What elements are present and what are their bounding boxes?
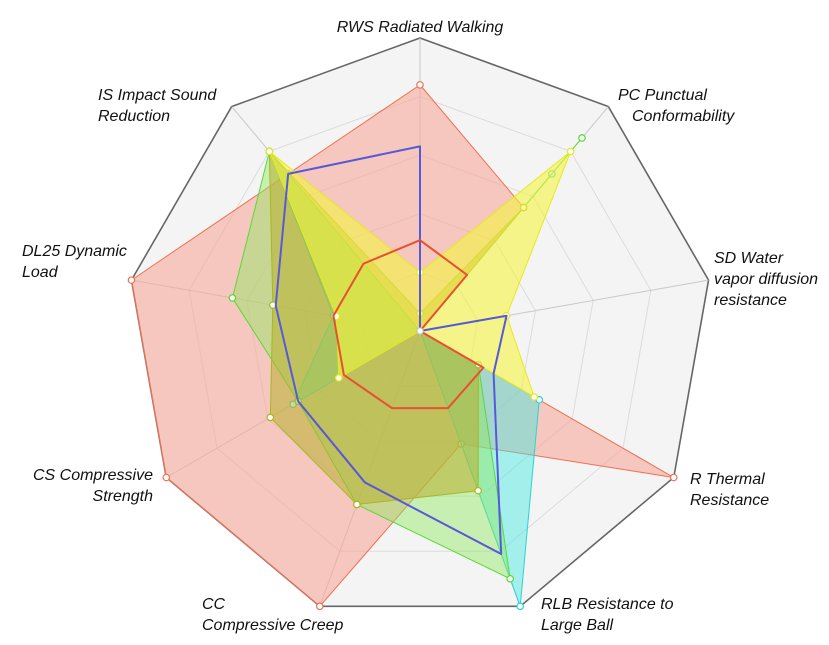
axis-label-line: CS Compressive	[33, 467, 153, 484]
axis-label: IS Impact Sound Reduction	[98, 87, 217, 125]
series-6	[274, 145, 508, 556]
axis-label-line: CC	[202, 596, 226, 613]
data-point[interactable]	[315, 602, 324, 611]
axis-label-line: vapor diffusion	[714, 271, 818, 288]
axis-label-line: RWS Radiated Walking	[337, 19, 504, 36]
axis-label: DL25 Dynamic Load	[22, 243, 127, 281]
axis-label-line: SD Water	[714, 250, 784, 267]
axis-label-line: R Thermal	[690, 471, 765, 488]
data-point[interactable]	[416, 81, 424, 89]
axis-label-line: resistance	[714, 292, 787, 309]
axis-label-line: PC Punctual	[618, 87, 707, 104]
series-polygon	[274, 145, 508, 556]
data-point[interactable]	[127, 276, 136, 284]
data-point[interactable]	[578, 134, 586, 142]
axis-label: CC Compressive Creep	[202, 596, 343, 634]
axis-label-line: Resistance	[690, 492, 769, 509]
axis-label: PC Punctual Conformability	[618, 87, 735, 125]
axis-label: CS Compressive Strength	[33, 467, 153, 505]
data-point[interactable]	[228, 294, 237, 302]
data-point[interactable]	[353, 500, 361, 509]
series-7	[332, 239, 485, 410]
axis-label-line: Load	[22, 264, 59, 281]
grid-ring	[130, 37, 710, 608]
axis-label-line: IS Impact Sound	[98, 87, 217, 104]
axis-label-line: RLB Resistance to	[541, 596, 674, 613]
axis-label-line: Compressive Creep	[202, 617, 343, 634]
axis-label-line: Reduction	[98, 108, 170, 125]
center-point	[416, 327, 424, 335]
axis-label: SD Water vapor diffusion resistance	[714, 250, 818, 309]
series-polygon	[332, 239, 485, 410]
data-point[interactable]	[162, 473, 171, 482]
axis-label-line: Large Ball	[541, 617, 613, 634]
data-point[interactable]	[530, 393, 538, 401]
axis-labels: RWS Radiated Walking PC Punctual Conformab…	[22, 19, 818, 634]
axis-label: RLB Resistance to Large Ball	[541, 596, 674, 634]
axis-label-line: DL25 Dynamic	[22, 243, 127, 260]
data-point[interactable]	[669, 473, 678, 482]
data-point[interactable]	[335, 374, 343, 382]
axis-label-line: Strength	[93, 488, 154, 505]
data-point[interactable]	[474, 486, 482, 495]
data-point[interactable]	[266, 413, 275, 422]
radar-series	[127, 81, 678, 611]
data-point[interactable]	[566, 147, 575, 156]
data-point[interactable]	[265, 147, 274, 156]
axis-label-line: Conformability	[632, 108, 735, 125]
data-point[interactable]	[516, 602, 525, 611]
axis-label: RWS Radiated Walking	[337, 19, 504, 36]
axis-label: R Thermal Resistance	[690, 471, 769, 509]
data-point[interactable]	[506, 574, 514, 583]
